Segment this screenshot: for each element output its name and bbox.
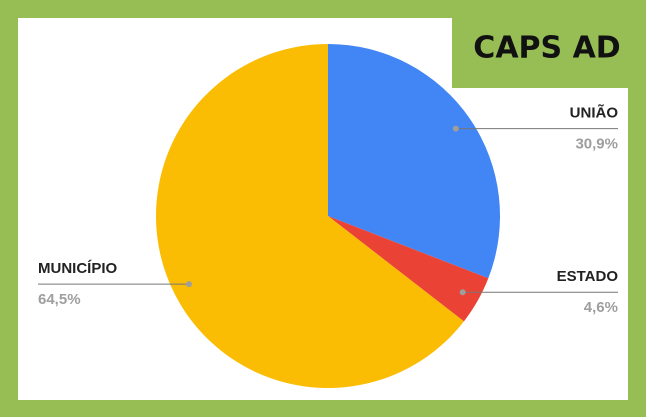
pie-slice (156, 44, 464, 388)
slice-label: UNIÃO (570, 104, 619, 122)
slice-label: MUNICÍPIO (38, 260, 118, 277)
slice-value: 30,9% (575, 136, 618, 153)
slice-value: 64,5% (38, 291, 81, 308)
chart-title: CAPS AD (473, 31, 620, 66)
leader-dot (459, 289, 466, 296)
pie-slice (328, 44, 501, 279)
leader-dot (452, 125, 459, 132)
slice-value: 4,6% (584, 299, 618, 316)
slice-label: ESTADO (557, 268, 619, 285)
title-box (452, 14, 642, 88)
pie-slice (328, 216, 489, 322)
leader-dot (185, 281, 192, 288)
